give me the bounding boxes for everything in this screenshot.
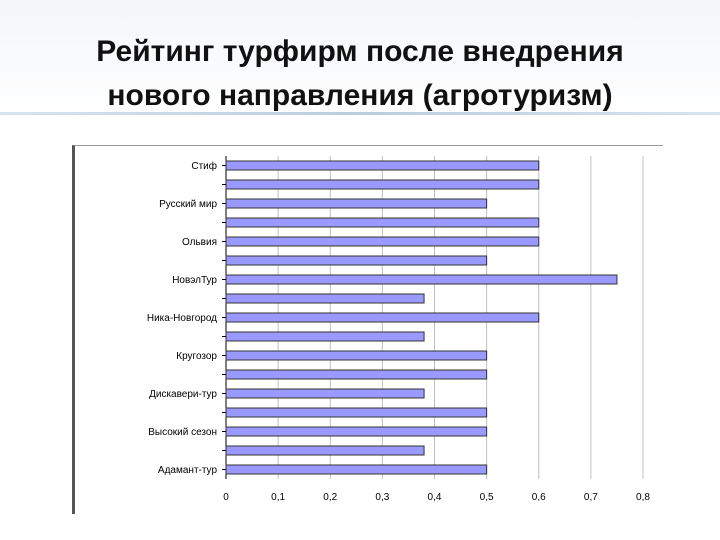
bar [225, 236, 540, 247]
x-tick-label: 0,4 [428, 492, 442, 503]
bar [225, 350, 488, 361]
bar [225, 407, 488, 418]
bar [225, 274, 618, 285]
x-tick-label: 0,5 [480, 492, 494, 503]
category-label: Стиф [191, 160, 217, 172]
x-tick-label: 0,1 [271, 492, 285, 503]
bar [225, 331, 425, 342]
title-line-2: нового направления (агротуризм) [107, 79, 613, 112]
title-line-1: Рейтинг турфирм после внедрения [96, 35, 624, 68]
x-tick-label: 0,7 [584, 492, 598, 503]
category-label: НовэлТур [172, 275, 217, 286]
slide-title: Рейтинг турфирм после внедрения нового н… [0, 30, 720, 118]
bar [225, 160, 540, 171]
bar [225, 312, 540, 323]
bar [225, 388, 425, 399]
x-tick-label: 0,3 [375, 492, 389, 503]
bar [225, 369, 488, 380]
bar [225, 255, 488, 266]
bar [225, 293, 425, 304]
chart-frame: Стиф Русский мир Ольвия НовэлТур Ника-Новгор… [72, 145, 663, 514]
x-tick-label: 0,6 [532, 492, 546, 503]
bar [225, 217, 540, 228]
x-tick-label: 0 [223, 492, 229, 503]
x-tick-label: 0,8 [636, 492, 650, 503]
bar [225, 179, 540, 190]
category-label: Адамант-тур [158, 465, 218, 476]
category-label: Дискавери-тур [149, 389, 217, 400]
bar [225, 464, 488, 475]
x-tick-label: 0,2 [323, 492, 337, 503]
bar [225, 445, 425, 456]
category-label: Кругозор [176, 351, 217, 362]
category-label: Высокий сезон [148, 427, 217, 438]
category-label: Ника-Новгород [147, 313, 217, 324]
title-divider [0, 112, 720, 115]
category-label: Ольвия [182, 237, 217, 248]
bar [225, 198, 488, 209]
bar-chart: Стиф Русский мир Ольвия НовэлТур Ника-Новгор… [147, 156, 650, 503]
bar [225, 426, 488, 437]
category-label: Русский мир [159, 199, 217, 210]
